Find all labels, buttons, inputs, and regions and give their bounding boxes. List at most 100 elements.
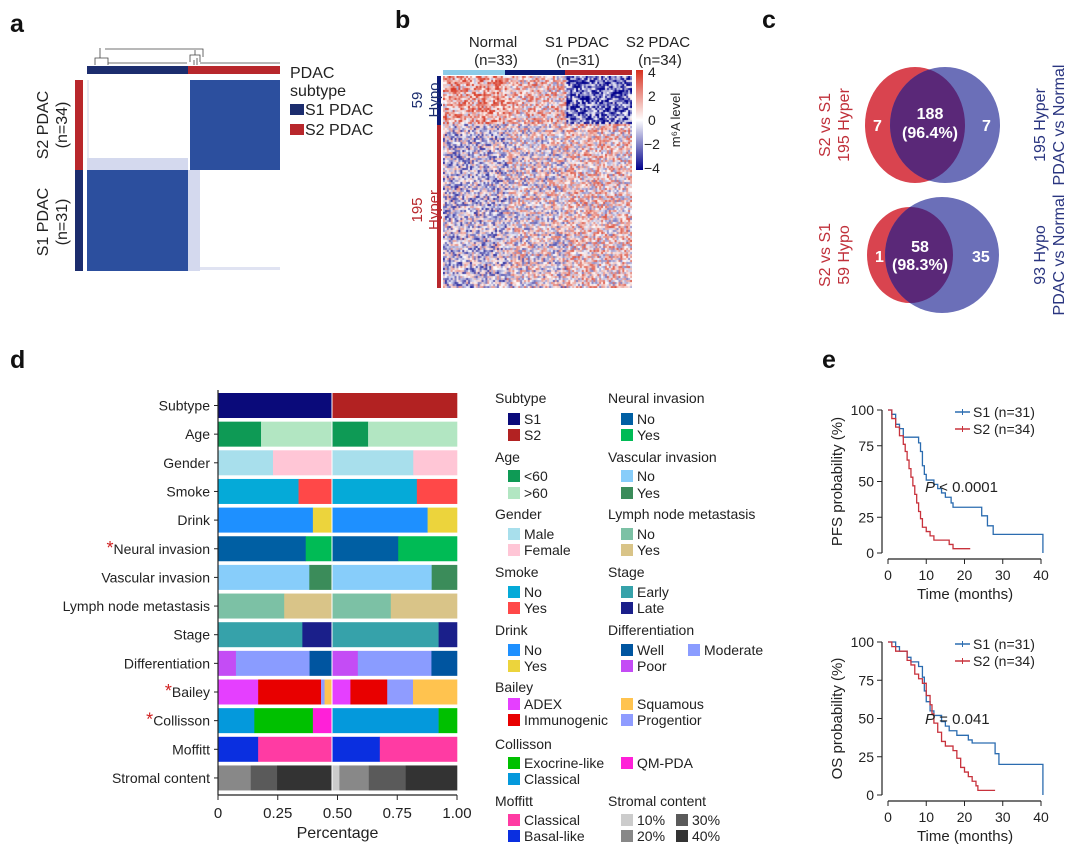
colorbar-label: m⁶A level (668, 93, 683, 148)
x-axis-label: Percentage (297, 825, 379, 842)
venn-right-label: 195 Hyper PDAC vs Normal (1032, 65, 1068, 186)
row-label: Vascular invasion (101, 569, 210, 585)
x-tick-label: 10 (918, 567, 934, 583)
x-tick-label: 0 (884, 567, 892, 583)
panel-d-clinical-bars: Subtype Age Gender Smoke Drink *Neural invasi… (63, 390, 472, 842)
legend-swatch (621, 714, 633, 726)
bar-segment (309, 564, 333, 590)
panel-label-d: d (10, 346, 25, 374)
x-axis-label: Time (months) (917, 586, 1013, 603)
legend-item-label: Classical (524, 812, 580, 828)
legend-group-title: Subtype (495, 390, 547, 406)
bar-segment (332, 708, 439, 734)
p-value: P < 0.0001 (925, 479, 998, 496)
row-bar-hypo (437, 76, 441, 125)
y-tick-label: 50 (858, 474, 874, 490)
legend-swatch (508, 660, 520, 672)
panel-a: a S2 PDAC (n=34) S1 PDAC (n=31) PDAC subty… (10, 10, 373, 271)
legend-item-label: Early (637, 584, 669, 600)
bar-segment (312, 708, 333, 734)
bar-segment (405, 765, 458, 791)
legend-item-label: >60 (524, 485, 548, 501)
bar-segment (218, 736, 259, 762)
venn-left-count: 7 (873, 118, 882, 135)
bar-segment (332, 450, 414, 476)
legend-item-label: Moderate (704, 642, 763, 658)
bar-segment (438, 622, 458, 648)
legend-label-s1: S1 PDAC (305, 102, 373, 119)
x-tick-label: 40 (1033, 809, 1049, 825)
legend-swatch (621, 644, 633, 656)
bar-segment (357, 650, 432, 676)
legend-swatch (676, 814, 688, 826)
legend-item-label: Basal-like (524, 828, 585, 844)
bar-segment (332, 536, 399, 562)
bar-segment (332, 507, 428, 533)
km-curve-s2 (888, 641, 996, 792)
legend-swatch (621, 413, 633, 425)
legend-title-line1: PDAC (290, 65, 334, 82)
bar-segment (332, 679, 351, 705)
bar-segment (218, 708, 255, 734)
x-tick-label: 20 (957, 567, 973, 583)
bar-segment (416, 478, 458, 504)
legend-item-label: Yes (524, 600, 547, 616)
km-curve-s1 (888, 409, 1044, 553)
legend-group-title: Stromal content (608, 793, 706, 809)
km-curve-s2 (888, 409, 971, 550)
side-bar-s1 (75, 170, 83, 271)
legend-group-title: Lymph node metastasis (608, 506, 755, 522)
bar-segment (368, 765, 406, 791)
top-bar-s1 (87, 66, 188, 74)
bar-segment (438, 708, 458, 734)
legend-item-label: Well (637, 642, 664, 658)
bar-segment (413, 679, 458, 705)
legend-item-label: QM-PDA (637, 755, 694, 771)
legend-swatch-s2 (290, 124, 304, 135)
row-label: *Neural invasion (106, 538, 210, 558)
legend-swatch-s1 (290, 104, 304, 115)
bar-segment (427, 507, 458, 533)
legend-swatch (621, 487, 633, 499)
row-label: Age (185, 426, 210, 442)
bar-segment (218, 765, 252, 791)
legend-swatch (508, 773, 520, 785)
km-curve-s1 (888, 641, 1044, 795)
legend-item-label: Immunogenic (524, 712, 608, 728)
legend-item-label: S2 (524, 427, 541, 443)
bar-segment (218, 450, 274, 476)
legend-item-label: ADEX (524, 696, 563, 712)
panel-b: b Normal (n=33) S1 PDAC (n=31) S2 PDAC (n=3… (395, 6, 690, 288)
legend-swatch (621, 660, 633, 672)
panel-label-a: a (10, 10, 25, 38)
row-label: Differentiation (124, 655, 210, 671)
panel-label-b: b (395, 6, 410, 34)
legend-item-label: No (637, 526, 655, 542)
bar-segment (368, 421, 458, 447)
colorbar-ticks: 4 2 0 −2 −4 (644, 64, 660, 176)
legend-item-label: Yes (524, 658, 547, 674)
legend-group-title: Age (495, 449, 520, 465)
bar-segment (324, 679, 333, 705)
bar-segment (431, 564, 458, 590)
consensus-heatmap (87, 80, 280, 271)
colorbar-tick: −4 (644, 160, 660, 176)
legend-item-label: Progentior (637, 712, 702, 728)
legend-label: S1 (n=31) (973, 404, 1035, 420)
legend-item-label: 10% (637, 812, 665, 828)
row-label: Stromal content (112, 770, 210, 786)
legend-item-label: Male (524, 526, 555, 542)
bar-segment (379, 736, 458, 762)
y-tick-label: 100 (851, 634, 875, 650)
y-tick-label: 25 (858, 509, 874, 525)
bar-segment (339, 765, 370, 791)
row-label: Smoke (166, 483, 210, 499)
legend-group-title: Differentiation (608, 622, 694, 638)
bar-segment (218, 507, 314, 533)
row-label: Drink (177, 512, 211, 528)
legend-group-title: Gender (495, 506, 542, 522)
legend-swatch (508, 644, 520, 656)
legend-item-label: Exocrine-like (524, 755, 604, 771)
legend-swatch (621, 602, 633, 614)
colorbar-tick: −2 (644, 136, 660, 152)
